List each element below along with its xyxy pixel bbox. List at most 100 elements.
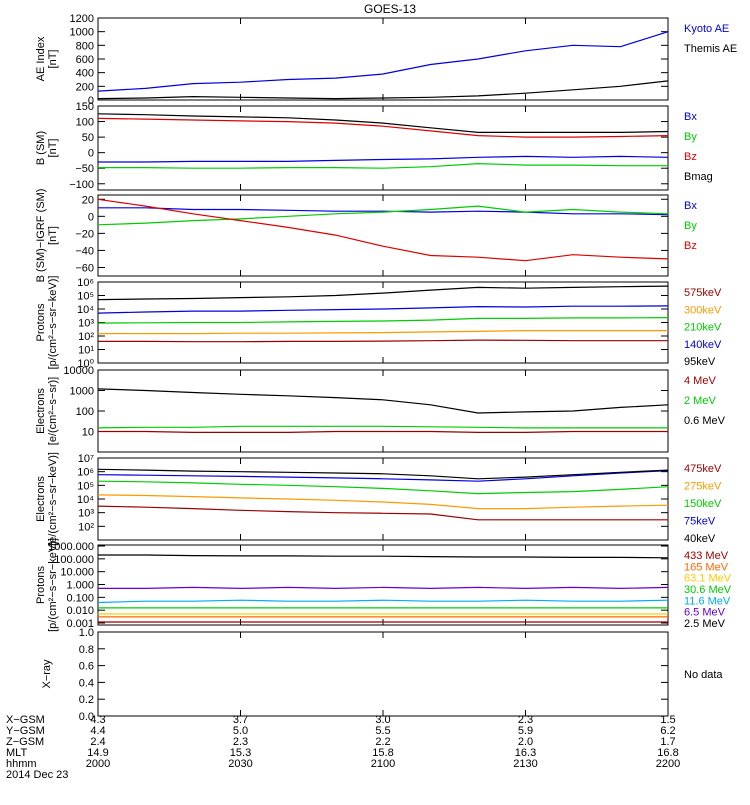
y-tick-label: 400: [76, 68, 94, 80]
y-axis-label: [e/(cm²−s−sr)]: [47, 377, 59, 445]
footer-value: 5.9: [518, 725, 533, 737]
legend-entry: 6.5 MeV: [684, 607, 726, 619]
y-axis-label: [p/(cm²−s−sr−keV)]: [47, 276, 59, 370]
footer-value: 2.0: [518, 736, 533, 748]
y-tick-label: 0: [88, 148, 94, 160]
legend-entry: 2 MeV: [684, 395, 716, 407]
legend-entry: 75keV: [684, 516, 716, 528]
y-tick-label: 1.0: [79, 627, 94, 639]
y-tick-label: 10⁵: [77, 291, 94, 303]
legend-entry: Bx: [684, 200, 697, 212]
y-tick-label: 10⁰: [77, 358, 94, 370]
y-tick-label: 600: [76, 54, 94, 66]
footer-value: 4.3: [90, 714, 105, 726]
footer-value: 5.5: [375, 725, 390, 737]
y-tick-label: −100: [69, 179, 94, 191]
legend-entry: Kyoto AE: [684, 23, 729, 35]
legend-entry: 275keV: [684, 481, 722, 493]
series-line: [98, 554, 669, 559]
legend-entry: 30.6 MeV: [684, 584, 732, 596]
y-axis-label: [nT]: [47, 226, 59, 245]
footer-value: 14.9: [87, 747, 108, 759]
y-tick-label: 10⁴: [77, 304, 94, 316]
legend-entry: By: [684, 220, 697, 232]
footer-value: 2100: [371, 758, 395, 770]
series-line: [98, 162, 668, 169]
series-line: [97, 205, 669, 226]
y-axis-label: B (SM): [35, 131, 47, 165]
panel-xray: 0.0 0.2 0.4 0.6 0.8 1.0 X−ray No data: [41, 627, 723, 723]
series-line: [98, 586, 669, 590]
footer-value: 2.4: [90, 736, 105, 748]
series-line: [97, 198, 669, 262]
y-tick-label: 0: [88, 95, 94, 107]
legend-entry: 433 MeV: [684, 550, 729, 562]
series-line: [98, 339, 668, 343]
y-tick-label: 10: [82, 427, 94, 439]
footer-value: 3.0: [375, 714, 390, 726]
legend-entry: Bmag: [684, 171, 713, 183]
y-tick-label: 150: [76, 101, 94, 113]
y-tick-label: 10000: [63, 365, 94, 377]
series-line: [97, 113, 669, 133]
legend-entry: Bx: [684, 111, 697, 123]
footer-value: 4.4: [90, 725, 105, 737]
footer-value: 1.7: [660, 736, 675, 748]
series-line: [97, 599, 669, 604]
footer-value: 3.7: [233, 714, 248, 726]
legend-entry: Themis AE: [684, 43, 737, 55]
y-tick-label: 10¹: [78, 345, 94, 357]
footer-value: 2130: [513, 758, 537, 770]
legend-entry: 575keV: [684, 287, 722, 299]
y-axis-label: [e/(cm²−s−sr−keV)]: [47, 452, 59, 546]
series-line: [97, 494, 669, 510]
footer-value: 5.0: [233, 725, 248, 737]
panel-elec_mev: 10 100 1000 10000 Electrons [e/(cm²−s−sr)] 4 M…: [35, 365, 726, 453]
legend-entry: 63.1 MeV: [684, 573, 732, 585]
footer-value: 2.2: [375, 736, 390, 748]
legend-entry: Bz: [684, 151, 697, 163]
series-line: [98, 207, 669, 216]
footer-value: 1.5: [660, 714, 675, 726]
y-tick-label: 50: [82, 132, 94, 144]
series-line: [97, 31, 669, 92]
footer-row-label: X−GSM: [6, 714, 45, 726]
panel-bigrf: −60 −40 −20 0 20 B (SM)−IGRF (SM) [nT] Bx By Bz: [35, 189, 697, 283]
y-axis-label: [nT]: [47, 50, 59, 69]
y-tick-label: −40: [75, 245, 94, 257]
panel-frame: [97, 105, 669, 191]
series-line: [97, 505, 668, 521]
y-axis-label: AE Index: [35, 36, 47, 81]
y-tick-label: 10²: [78, 521, 94, 533]
footer-row-label: hhmm: [6, 758, 37, 770]
y-axis-label: Electrons: [35, 476, 47, 522]
plot-title: GOES-13: [364, 2, 416, 16]
y-tick-label: 1.000: [66, 580, 94, 592]
footer-date: 2014 Dec 23: [6, 769, 68, 781]
y-axis-label: Protons: [35, 566, 47, 604]
legend-entry: 2.5 MeV: [684, 618, 726, 630]
legend-entry: No data: [684, 669, 723, 681]
legend-entry: Bz: [684, 240, 697, 252]
legend-entry: 40keV: [684, 533, 716, 545]
y-tick-label: 20: [82, 194, 94, 206]
y-tick-label: 10²: [78, 331, 94, 343]
series-line: [97, 317, 669, 324]
y-tick-label: 0.100: [66, 592, 94, 604]
y-axis-label: X−ray: [41, 659, 53, 689]
footer-value: 2000: [86, 758, 110, 770]
y-tick-label: 10⁷: [78, 453, 94, 465]
y-tick-label: 800: [76, 40, 94, 52]
footer-value: 16.8: [657, 747, 678, 759]
series-line: [97, 117, 669, 138]
y-tick-label: 10.000: [60, 567, 94, 579]
y-axis-label: [p/(cm²−s−sr−keV)]: [47, 538, 59, 632]
y-tick-label: 0.8: [79, 644, 94, 656]
panel-frame: [97, 17, 669, 101]
footer-value: 6.2: [660, 725, 675, 737]
series-line: [97, 305, 669, 314]
